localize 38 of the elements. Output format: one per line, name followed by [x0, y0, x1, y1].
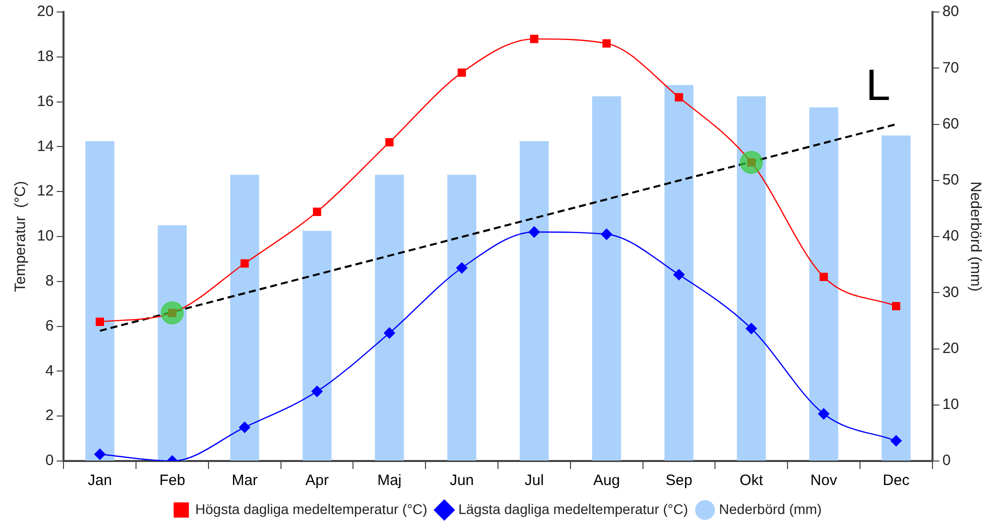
y-tick-label: 14 — [36, 138, 54, 155]
y2-axis-title: Nederbörd (mm) — [966, 181, 984, 292]
y2-tick-label: 10 — [942, 396, 960, 414]
y2-tick-label: 0 — [942, 452, 951, 470]
y-tick-label: 12 — [36, 182, 54, 200]
x-tick-label: Jul — [524, 472, 544, 490]
y2-tick-label: 70 — [942, 59, 960, 76]
legend-label: Högsta dagliga medeltemperatur (°C) — [195, 500, 428, 517]
y-tick-label: 0 — [45, 452, 54, 470]
y2-tick-label: 20 — [942, 340, 960, 357]
x-tick-label: Maj — [377, 472, 402, 490]
y-tick-label: 4 — [45, 362, 54, 380]
y-tick-label: 18 — [36, 48, 54, 66]
x-tick-label: Nov — [810, 472, 838, 490]
x-tick-label: Feb — [159, 472, 186, 490]
y-tick-label: 20 — [36, 3, 54, 20]
y-axis-title: Temperatur (°C) — [12, 180, 30, 292]
x-tick-label: Mar — [232, 472, 258, 490]
y-tick-label: 2 — [45, 407, 54, 424]
x-tick-label: Jun — [450, 472, 474, 490]
x-tick-label: Jan — [88, 472, 112, 490]
y2-tick-label: 40 — [942, 228, 960, 245]
y2-tick-label: 50 — [942, 172, 960, 189]
x-tick-label: Aug — [593, 472, 620, 490]
y-tick-label: 16 — [36, 92, 54, 110]
annotation: L — [866, 61, 890, 110]
legend-label: Nederbörd (mm) — [719, 500, 822, 517]
x-tick-label: Dec — [882, 472, 910, 490]
y-tick-label: 8 — [45, 272, 54, 290]
y-tick-label: 6 — [45, 317, 54, 334]
x-tick-label: Okt — [740, 472, 764, 490]
legend-label: Lägsta dagliga medeltemperatur (°C) — [458, 500, 688, 517]
y-tick-label: 10 — [36, 228, 54, 245]
y2-tick-label: 60 — [942, 115, 960, 132]
x-tick-label: Sep — [666, 472, 692, 490]
y2-tick-label: 80 — [942, 3, 960, 20]
y2-tick-label: 30 — [942, 284, 960, 301]
x-tick-label: Apr — [305, 472, 329, 490]
